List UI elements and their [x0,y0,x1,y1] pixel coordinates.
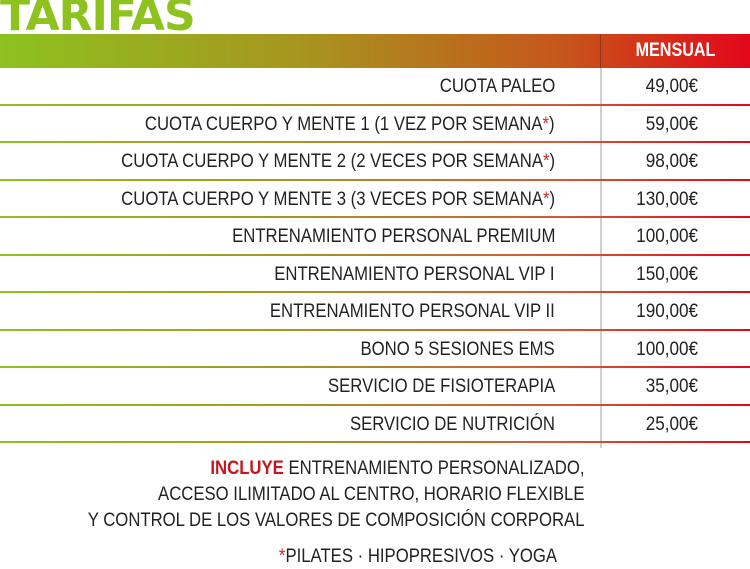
row-label: CUOTA CUERPO Y MENTE 2 (2 VECES POR SEMA… [121,151,555,172]
row-label: CUOTA CUERPO Y MENTE 3 (3 VECES POR SEMA… [121,188,555,210]
row-label: ENTRENAMIENTO PERSONAL VIP I [274,263,555,285]
row-price: 100,00€ [636,226,698,247]
page-title: TARIFAS [0,0,196,41]
row-label: CUOTA CUERPO Y MENTE 1 (1 VEZ POR SEMANA… [145,113,555,135]
includes-line-1: INCLUYE ENTRENAMIENTO PERSONALIZADO, [209,458,584,479]
row-price: 59,00€ [645,113,698,135]
table-row: ENTRENAMIENTO PERSONAL VIP I 150,00€ [0,256,750,294]
row-label: CUOTA PALEO [439,76,555,97]
row-label: SERVICIO DE NUTRICIÓN [349,413,555,435]
row-price: 100,00€ [636,338,698,360]
row-price: 49,00€ [645,76,698,97]
table-row: BONO 5 SESIONES EMS 100,00€ [0,331,750,369]
table-header-bar: MENSUAL [0,34,750,68]
table-row: SERVICIO DE NUTRICIÓN 25,00€ [0,406,750,444]
table-row: CUOTA CUERPO Y MENTE 3 (3 VECES POR SEMA… [0,181,750,219]
row-price: 190,00€ [636,301,698,322]
table-row: SERVICIO DE FISIOTERAPIA 35,00€ [0,368,750,406]
table-row: CUOTA CUERPO Y MENTE 1 (1 VEZ POR SEMANA… [0,106,750,144]
column-divider [600,68,602,448]
row-label: ENTRENAMIENTO PERSONAL VIP II [270,301,555,322]
header-divider [600,34,601,68]
table-row: ENTRENAMIENTO PERSONAL PREMIUM 100,00€ [0,218,750,256]
footnote: *PILATES · HIPOPRESIVOS · YOGA [278,546,557,567]
row-label: SERVICIO DE FISIOTERAPIA [327,376,555,397]
asterisk-icon: * [278,546,286,567]
row-price: 150,00€ [636,263,698,285]
includes-line-3: Y CONTROL DE LOS VALORES DE COMPOSICIÓN … [87,510,584,531]
row-label: BONO 5 SESIONES EMS [360,338,555,360]
row-price: 130,00€ [636,188,698,210]
table-row: CUOTA CUERPO Y MENTE 2 (2 VECES POR SEMA… [0,143,750,181]
row-price: 25,00€ [645,413,698,435]
row-price: 98,00€ [645,151,698,172]
price-table: CUOTA PALEO 49,00€ CUOTA CUERPO Y MENTE … [0,68,750,443]
asterisk-icon: * [542,151,550,172]
table-row: ENTRENAMIENTO PERSONAL VIP II 190,00€ [0,293,750,331]
column-header-mensual: MENSUAL [635,40,716,61]
table-row: CUOTA PALEO 49,00€ [0,68,750,106]
row-label: ENTRENAMIENTO PERSONAL PREMIUM [231,226,555,247]
asterisk-icon: * [542,113,550,135]
asterisk-icon: * [542,188,550,210]
includes-line-2: ACCESO ILIMITADO AL CENTRO, HORARIO FLEX… [157,484,584,505]
row-price: 35,00€ [645,376,698,397]
incluye-label: INCLUYE [209,458,284,479]
includes-note: INCLUYE ENTRENAMIENTO PERSONALIZADO, ACC… [87,456,584,534]
